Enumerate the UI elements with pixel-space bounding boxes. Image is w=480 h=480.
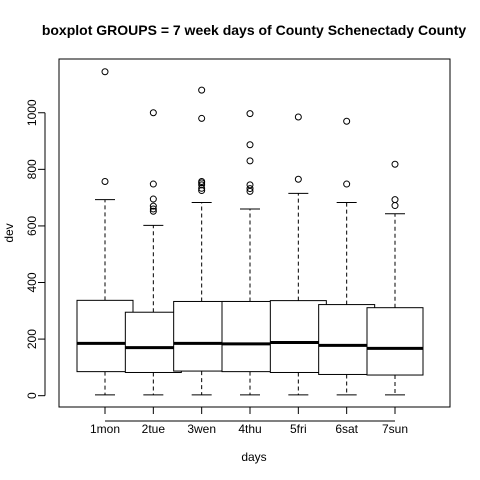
outlier-point [149, 202, 157, 210]
box-group-6sat [318, 117, 376, 396]
outlier-point [198, 181, 206, 189]
x-axis-label: days [241, 450, 266, 464]
outlier-point [149, 205, 157, 213]
outlier-point [391, 160, 399, 168]
outlier-point [246, 187, 254, 195]
outlier-point [198, 178, 206, 186]
y-axis-label: dev [2, 223, 16, 242]
box-group-2tue [124, 109, 182, 396]
outlier-point [149, 207, 157, 215]
outlier-point [294, 175, 302, 183]
outlier-point [101, 178, 109, 186]
y-tick-label: 1000 [25, 99, 39, 126]
outlier-point [294, 113, 302, 121]
y-tick-label: 600 [25, 216, 39, 236]
x-tick-label: 7sun [382, 422, 408, 436]
iqr-box [124, 311, 182, 373]
y-axis: 0 200 400 600 800 1000 [25, 99, 46, 399]
y-tick-label: 800 [25, 159, 39, 179]
box-series [76, 68, 424, 396]
plot-frame [58, 58, 451, 408]
outlier-point [343, 117, 351, 125]
y-tick-label: 0 [25, 392, 39, 399]
outlier-point [198, 184, 206, 192]
outlier-point [246, 157, 254, 165]
box-group-1mon [76, 68, 134, 396]
x-tick-label: 2tue [142, 422, 166, 436]
x-tick-label: 4thu [238, 422, 261, 436]
outlier-point [101, 68, 109, 76]
box-group-4thu [221, 110, 279, 396]
outlier-point [246, 185, 254, 193]
iqr-box [318, 304, 376, 375]
x-axis: 1mon 2tue 3wen 4thu 5fri 6sat 7sun [90, 407, 408, 436]
x-tick-label: 6sat [335, 422, 358, 436]
iqr-box [366, 307, 424, 376]
outlier-point [149, 195, 157, 203]
x-tick-label: 5fri [290, 422, 307, 436]
x-tick-label: 3wen [187, 422, 216, 436]
outlier-point [246, 141, 254, 149]
iqr-box [269, 300, 327, 373]
x-tick-label: 1mon [90, 422, 120, 436]
outlier-point [149, 180, 157, 188]
box-group-5fri [269, 113, 327, 396]
outlier-point [391, 196, 399, 204]
outlier-point [343, 180, 351, 188]
outlier-point [198, 114, 206, 122]
chart-title: boxplot GROUPS = 7 week days of County S… [42, 22, 467, 38]
box-group-3wen [173, 86, 231, 396]
outlier-point [246, 181, 254, 189]
outlier-point [149, 109, 157, 117]
outlier-point [246, 110, 254, 118]
outlier-point [391, 202, 399, 210]
outlier-point [198, 86, 206, 94]
box-group-7sun [366, 160, 424, 396]
y-tick-label: 200 [25, 329, 39, 349]
iqr-box [173, 300, 231, 372]
iqr-box [76, 299, 134, 373]
y-tick-label: 400 [25, 272, 39, 292]
iqr-box [221, 300, 279, 373]
